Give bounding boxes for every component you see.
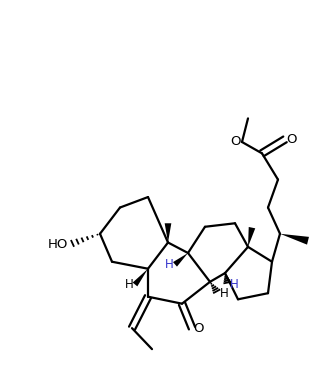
Text: H: H: [220, 287, 228, 300]
Polygon shape: [165, 223, 171, 242]
Polygon shape: [133, 269, 148, 287]
Text: O: O: [194, 322, 204, 335]
Polygon shape: [173, 253, 188, 267]
Text: O: O: [287, 133, 297, 146]
Text: HO: HO: [48, 238, 68, 251]
Polygon shape: [280, 234, 309, 245]
Text: O: O: [230, 136, 240, 149]
Polygon shape: [248, 227, 255, 247]
Text: H: H: [230, 278, 238, 291]
Text: H: H: [165, 258, 173, 271]
Text: H: H: [125, 278, 133, 291]
